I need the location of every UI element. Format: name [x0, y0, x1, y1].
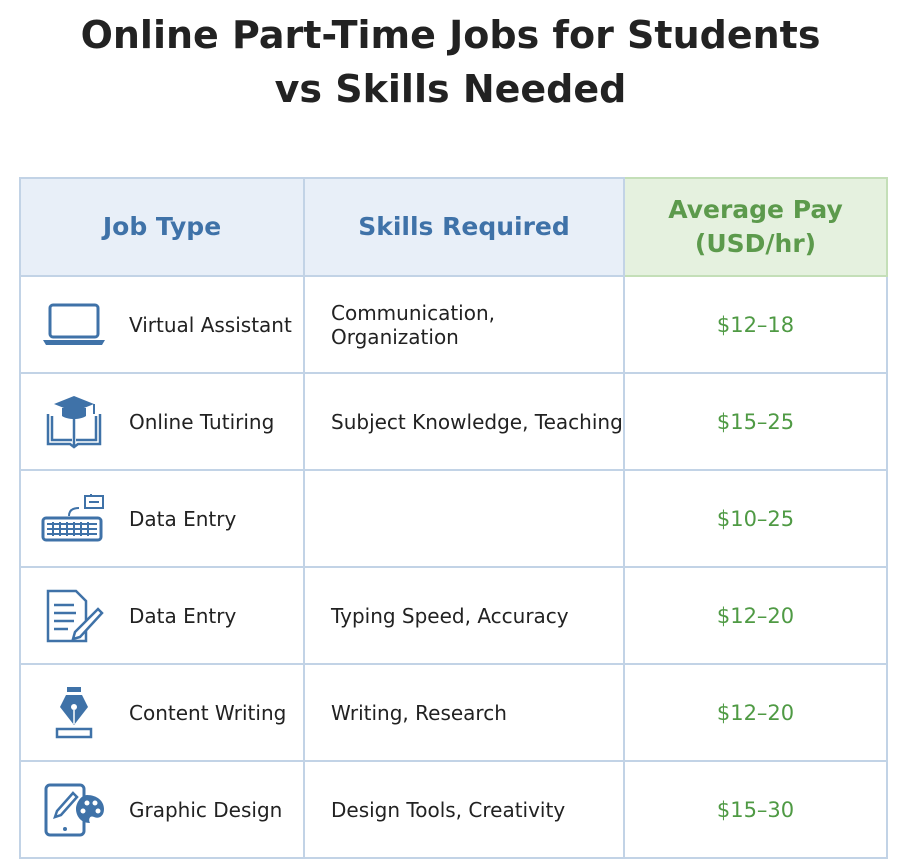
job-type: Data Entry: [129, 506, 237, 531]
pay: $12–18: [623, 275, 888, 374]
laptop-icon: [39, 302, 109, 348]
pay: $12–20: [623, 566, 888, 665]
tablet-palette-icon: [39, 783, 109, 837]
table-row: Content Writing Writing, Research $12–20: [19, 663, 888, 762]
job-type: Data Entry: [129, 603, 237, 628]
header-row: Job Type Skills Required Average Pay (USD…: [19, 177, 888, 277]
pay: $10–25: [623, 469, 888, 568]
jobs-table: Job Type Skills Required Average Pay (USD…: [19, 177, 888, 859]
pay: $15–25: [623, 372, 888, 471]
table-row: Online Tutiring Subject Knowledge, Teach…: [19, 372, 888, 471]
document-pencil-icon: [39, 589, 109, 643]
graduation-book-icon: [39, 394, 109, 450]
header-job-type: Job Type: [19, 177, 305, 277]
skills: Design Tools, Creativity: [303, 760, 625, 859]
table-row: Graphic Design Design Tools, Creativity …: [19, 760, 888, 859]
job-type: Content Writing: [129, 700, 287, 725]
skills: Writing, Research: [303, 663, 625, 762]
title-line-2: vs Skills Needed: [274, 67, 627, 111]
table-row: Data Entry $10–25: [19, 469, 888, 568]
job-type: Virtual Assistant: [129, 312, 292, 337]
pay: $15–30: [623, 760, 888, 859]
header-skills: Skills Required: [303, 177, 625, 277]
title-line-1: Online Part-Time Jobs for Students: [80, 13, 821, 57]
pen-nib-icon: [39, 685, 109, 741]
job-type: Graphic Design: [129, 797, 283, 822]
keyboard-icon: [39, 493, 109, 544]
skills: Subject Knowledge, Teaching: [303, 372, 625, 471]
pay: $12–20: [623, 663, 888, 762]
skills: [303, 469, 625, 568]
table-row: Virtual Assistant Communication, Organiz…: [19, 275, 888, 374]
table-row: Data Entry Typing Speed, Accuracy $12–20: [19, 566, 888, 665]
job-type: Online Tutiring: [129, 409, 275, 434]
page-title: Online Part-Time Jobs for Students vs Sk…: [0, 8, 901, 116]
skills: Typing Speed, Accuracy: [303, 566, 625, 665]
skills: Communication, Organization: [303, 275, 625, 374]
header-pay: Average Pay (USD/hr): [623, 177, 888, 277]
